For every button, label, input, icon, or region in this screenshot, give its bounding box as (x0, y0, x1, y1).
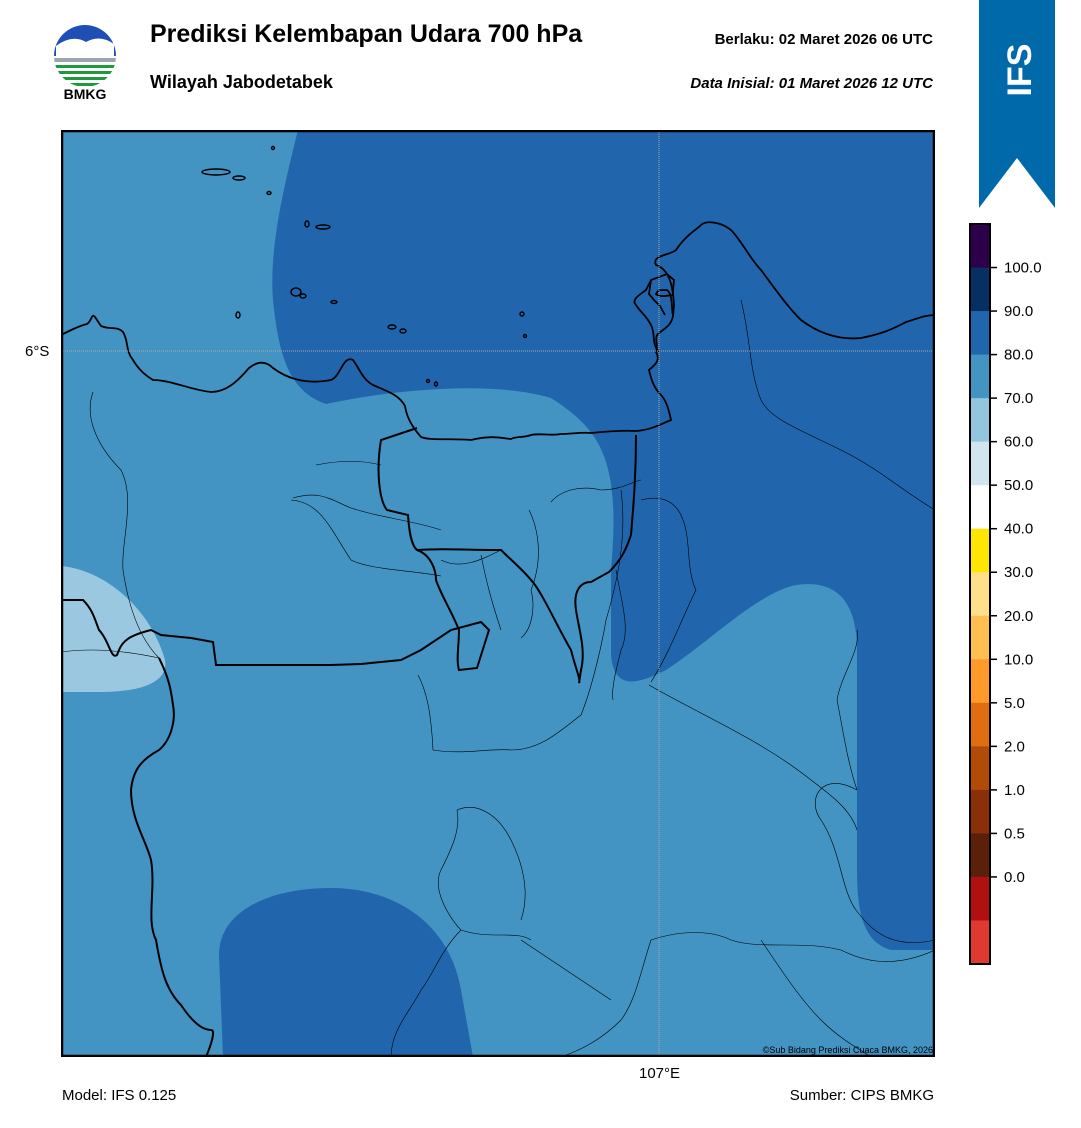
colorbar-cell (970, 659, 990, 704)
colorbar-tick-label: 90.0 (1004, 303, 1033, 320)
colorbar-cell (970, 789, 990, 834)
colorbar-cell (970, 702, 990, 747)
colorbar-cell (970, 528, 990, 573)
model-label: Model: IFS 0.125 (62, 1087, 177, 1104)
ifs-ribbon: IFS (979, 0, 1055, 208)
humidity-colorbar: 100.0 90.0 80.0 70.0 60.0 50.0 40.0 30.0 20.0 10.… (969, 223, 1042, 965)
latitude-label: 6°S (25, 343, 50, 360)
colorbar-tick-label: 2.0 (1004, 738, 1025, 755)
colorbar-cell (970, 311, 990, 356)
colorbar-cell (970, 833, 990, 878)
humidity-zone-80-90-south (219, 888, 473, 1057)
colorbar-cell (970, 876, 990, 921)
province-boundaries (61, 427, 637, 1057)
map-frame (61, 130, 935, 1057)
humidity-zone-80-90-north (272, 130, 935, 950)
regency-boundaries (61, 299, 935, 1057)
colorbar-cell (970, 485, 990, 530)
colorbar-cell (970, 398, 990, 443)
colorbar-tick-label: 30.0 (1004, 564, 1033, 581)
credit-label: ©Sub Bidang Prediksi Cuaca BMKG, 2026 (763, 1045, 933, 1055)
colorbar-cell (970, 441, 990, 486)
thousand-islands (201, 145, 528, 387)
colorbar-tick-label: 70.0 (1004, 390, 1033, 407)
logo-text: BMKG (64, 86, 107, 102)
colorbar-cell (970, 572, 990, 617)
colorbar-cells (970, 224, 990, 965)
source-label: Sumber: CIPS BMKG (789, 1087, 934, 1104)
colorbar-tick-label: 80.0 (1004, 347, 1033, 364)
colorbar-tick-label: 20.0 (1004, 608, 1033, 625)
colorbar-tick-label: 100.0 (1004, 260, 1042, 277)
initial-data-time: Data Inisial: 01 Maret 2026 12 UTC (690, 75, 933, 92)
colorbar-tick-label: 5.0 (1004, 695, 1025, 712)
colorbar-cell (970, 267, 990, 312)
colorbar-tick-label: 0.0 (1004, 869, 1025, 886)
colorbar-cell (970, 615, 990, 660)
colorbar-ticks: 100.0 90.0 80.0 70.0 60.0 50.0 40.0 30.0 20.0 10.… (990, 260, 1042, 886)
coastline (61, 221, 935, 441)
colorbar-cell (970, 746, 990, 791)
humidity-zone-60-70-west (61, 566, 166, 692)
longitude-label: 107°E (639, 1065, 681, 1082)
colorbar-tick-label: 10.0 (1004, 651, 1033, 668)
colorbar-cell (970, 224, 990, 269)
colorbar-tick-label: 40.0 (1004, 521, 1033, 538)
region-subtitle: Wilayah Jabodetabek (150, 72, 333, 92)
bmkg-logo: BMKG (54, 25, 116, 102)
colorbar-cell (970, 354, 990, 399)
colorbar-frame (969, 223, 991, 965)
colorbar-tick-label: 0.5 (1004, 825, 1025, 842)
humidity-map: ©Sub Bidang Prediksi Cuaca BMKG, 2026 (61, 130, 935, 1057)
colorbar-tick-label: 60.0 (1004, 434, 1033, 451)
colorbar-tick-label: 50.0 (1004, 477, 1033, 494)
colorbar-tick-label: 1.0 (1004, 782, 1025, 799)
colorbar-cell (970, 920, 990, 965)
page-title: Prediksi Kelembapan Udara 700 hPa (150, 20, 583, 48)
ifs-ribbon-label: IFS (1001, 44, 1039, 97)
valid-time: Berlaku: 02 Maret 2026 06 UTC (714, 31, 933, 48)
